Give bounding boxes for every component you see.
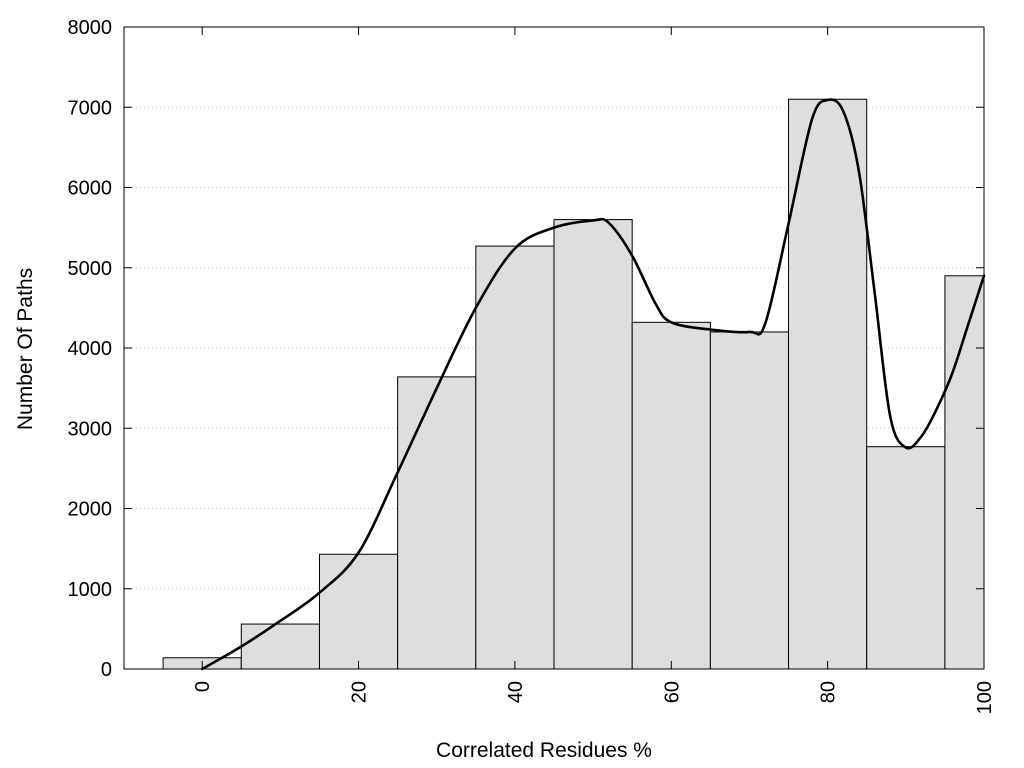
bar-100	[944, 275, 985, 670]
y-tick-label-4: 4000	[68, 338, 113, 360]
y-tick-label-6: 6000	[68, 178, 113, 200]
x-tick-label-3: 60	[661, 681, 683, 703]
bar-60	[631, 321, 711, 670]
y-tick-label-3: 3000	[68, 418, 113, 440]
bar-70	[709, 331, 790, 670]
y-tick-label-7: 7000	[68, 97, 113, 119]
bar-40	[475, 245, 555, 670]
y-tick-label-5: 5000	[68, 258, 113, 280]
y-axis-title: Number Of Paths	[14, 268, 37, 430]
y-tick-labels: 0 1000 2000 3000 4000 5000 6000 7000 8000	[68, 17, 113, 681]
bar-30	[397, 376, 477, 670]
x-axis-title: Correlated Residues %	[436, 739, 652, 762]
y-tick-label-2: 2000	[68, 499, 113, 521]
density-curve	[200, 98, 986, 671]
axis-ticks	[124, 26, 985, 670]
x-tick-label-5: 100	[974, 681, 996, 714]
smooth-curve	[200, 98, 986, 671]
bar-50	[553, 219, 633, 670]
x-tick-label-0: 0	[192, 681, 214, 692]
y-tick-label-1: 1000	[68, 579, 113, 601]
bar-80	[788, 98, 868, 670]
x-tick-labels: 0 20 40 60 80 100	[192, 681, 996, 714]
bar-90	[866, 446, 946, 670]
bars	[162, 98, 985, 670]
bar-10	[240, 623, 320, 670]
x-tick-label-2: 40	[505, 681, 527, 703]
y-tick-label-0: 0	[101, 659, 112, 681]
x-tick-label-1: 20	[349, 681, 371, 703]
y-tick-label-8: 8000	[68, 17, 113, 39]
bar-20	[318, 553, 399, 670]
x-tick-label-4: 80	[818, 681, 840, 703]
